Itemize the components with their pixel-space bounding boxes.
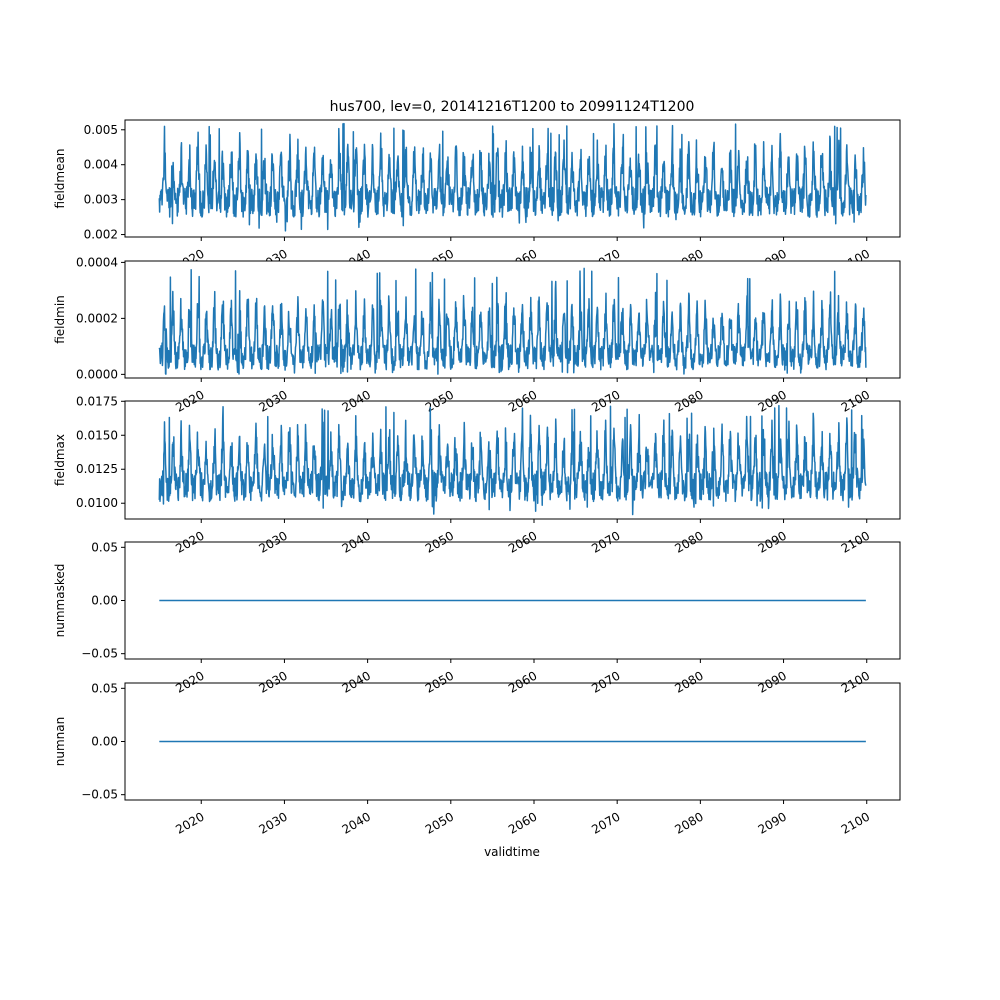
y-tick-label: 0.00 bbox=[91, 735, 118, 749]
y-tick-label: −0.05 bbox=[81, 788, 118, 802]
y-tick-label: 0.0100 bbox=[76, 496, 118, 510]
y-tick-label: 0.0175 bbox=[76, 394, 118, 408]
y-tick-label: 0.003 bbox=[84, 193, 118, 207]
y-tick-label: 0.0004 bbox=[76, 255, 118, 269]
y-tick-label: 0.05 bbox=[91, 540, 118, 554]
y-tick-label: 0.0000 bbox=[76, 367, 118, 381]
y-tick-label: 0.0150 bbox=[76, 428, 118, 442]
x-axis-label: validtime bbox=[484, 845, 540, 859]
series-line-fieldmax bbox=[158, 404, 867, 516]
axes-frame-fieldmean bbox=[124, 119, 901, 238]
series-line-fieldmean bbox=[158, 122, 867, 232]
chart-title: hus700, lev=0, 20141216T1200 to 20991124… bbox=[330, 99, 695, 115]
y-tick-label: 0.004 bbox=[84, 158, 118, 172]
y-axis-label-nummasked: nummasked bbox=[53, 564, 67, 638]
axes-frame-fieldmin bbox=[124, 260, 901, 379]
y-axis-label-numnan: numnan bbox=[53, 717, 67, 766]
y-tick-label: 0.002 bbox=[84, 228, 118, 242]
y-tick-label: 0.05 bbox=[91, 681, 118, 695]
y-tick-label: 0.0002 bbox=[76, 311, 118, 325]
y-tick-label: 0.0125 bbox=[76, 462, 118, 476]
y-tick-label: 0.00 bbox=[91, 594, 118, 608]
y-axis-label-fieldmax: fieldmax bbox=[53, 434, 67, 486]
y-tick-label: −0.05 bbox=[81, 647, 118, 661]
axes-frame-fieldmax bbox=[124, 400, 901, 520]
y-tick-label: 0.005 bbox=[84, 123, 118, 137]
y-axis-label-fieldmean: fieldmean bbox=[53, 149, 67, 209]
y-axis-label-fieldmin: fieldmin bbox=[53, 295, 67, 344]
series-line-fieldmin bbox=[158, 267, 867, 375]
